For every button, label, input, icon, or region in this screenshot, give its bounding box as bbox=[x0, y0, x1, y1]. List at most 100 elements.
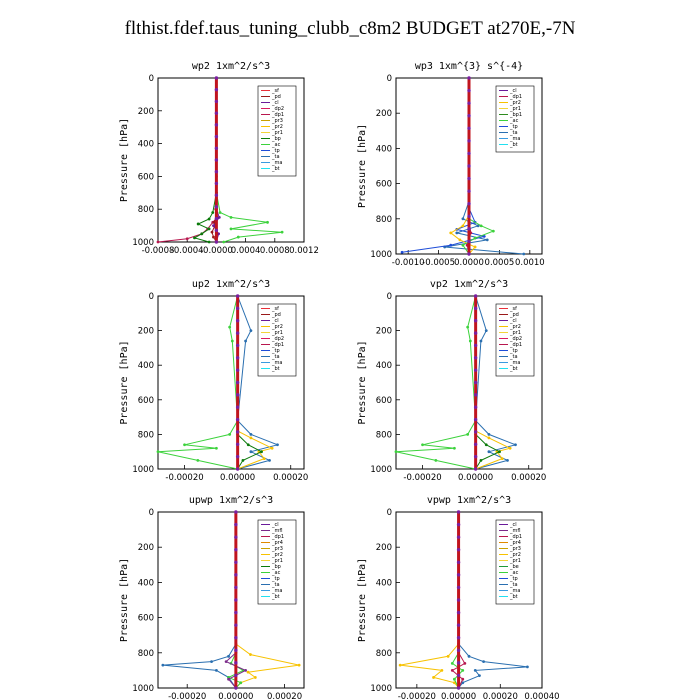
legend-entry: _bt bbox=[271, 166, 280, 172]
panel-title: vpwp 1xm^2/s^3 bbox=[427, 495, 511, 506]
data-point bbox=[394, 450, 398, 454]
data-point bbox=[487, 433, 491, 436]
legend-entry: _bt bbox=[509, 594, 518, 600]
legend-entry: _cl bbox=[271, 100, 279, 106]
zero-line-marker bbox=[234, 510, 238, 514]
data-point bbox=[217, 216, 221, 219]
zero-line-marker bbox=[456, 686, 461, 690]
data-point bbox=[446, 654, 450, 658]
legend-entry: _pr1 bbox=[509, 106, 521, 112]
data-point bbox=[468, 339, 472, 343]
data-point bbox=[241, 458, 245, 462]
data-point bbox=[449, 231, 453, 235]
legend-entry: _cl bbox=[271, 522, 279, 528]
data-point bbox=[484, 329, 488, 332]
data-point bbox=[449, 243, 453, 247]
x-tick-label: -0.00020 bbox=[165, 473, 203, 483]
zero-line-marker bbox=[234, 673, 238, 678]
data-point bbox=[461, 681, 465, 685]
data-point bbox=[522, 252, 526, 256]
zero-line-marker bbox=[214, 181, 219, 186]
data-point bbox=[467, 654, 471, 658]
data-point bbox=[224, 660, 228, 663]
zero-line-marker bbox=[235, 430, 240, 434]
data-point bbox=[482, 235, 486, 238]
zero-line-marker bbox=[235, 294, 240, 298]
data-point bbox=[244, 669, 248, 672]
zero-line-marker bbox=[467, 139, 471, 143]
legend-entry: _tp bbox=[271, 348, 280, 354]
y-axis-label: Pressure [hPa] bbox=[357, 124, 368, 208]
x-tick-label: 0.0008 bbox=[260, 246, 290, 256]
page-title: flthist.fdef.taus_tuning_clubb_c8m2 BUDG… bbox=[124, 18, 576, 39]
data-point bbox=[196, 458, 200, 462]
data-point bbox=[479, 339, 483, 343]
plot-frame bbox=[395, 295, 543, 470]
legend-entry: _ma bbox=[509, 360, 520, 366]
plot-frame bbox=[395, 511, 543, 689]
data-point bbox=[453, 677, 456, 681]
legend-entry: _cl bbox=[509, 522, 517, 528]
data-point bbox=[461, 243, 465, 247]
zero-line-marker bbox=[473, 343, 478, 348]
zero-line-marker bbox=[234, 535, 238, 539]
legend-box bbox=[495, 303, 535, 377]
y-axis-label: Pressure [hPa] bbox=[119, 558, 130, 642]
y-tick-label: 1000 bbox=[132, 238, 154, 248]
y-axis-label: Pressure [hPa] bbox=[119, 118, 130, 202]
legend-entry: _mfl bbox=[271, 528, 283, 534]
legend-entry: _pr4 bbox=[271, 540, 283, 546]
data-point bbox=[478, 674, 481, 678]
zero-line-marker bbox=[456, 673, 461, 678]
zero-line-marker bbox=[467, 202, 471, 206]
zero-line-marker bbox=[234, 560, 238, 564]
zero-line-marker bbox=[473, 306, 478, 311]
legend-entry: _tp bbox=[509, 576, 518, 582]
data-point bbox=[421, 443, 424, 447]
legend-entry: _ta bbox=[271, 154, 280, 160]
data-point bbox=[440, 669, 444, 672]
data-point bbox=[461, 677, 465, 681]
legend-entry: _dp1 bbox=[509, 342, 522, 348]
data-point bbox=[453, 446, 456, 450]
data-point bbox=[185, 237, 189, 241]
data-point bbox=[432, 676, 435, 679]
y-tick-label: 600 bbox=[376, 180, 392, 190]
zero-line-marker bbox=[467, 227, 471, 231]
zero-line-marker bbox=[214, 193, 219, 197]
legend-entry: _tp bbox=[271, 576, 280, 582]
legend-entry: _pd bbox=[271, 94, 281, 100]
panel-title: vp2 1xm^2/s^3 bbox=[430, 279, 508, 290]
data-point bbox=[228, 325, 232, 329]
zero-line-marker bbox=[467, 76, 471, 80]
zero-line-marker bbox=[214, 240, 219, 244]
data-point bbox=[473, 236, 477, 240]
zero-line-marker bbox=[214, 99, 219, 104]
legend-entry: _bp1 bbox=[509, 112, 522, 118]
data-point bbox=[253, 676, 257, 679]
zero-line-marker bbox=[456, 560, 461, 564]
data-point bbox=[485, 238, 489, 242]
zero-line-marker bbox=[214, 88, 219, 92]
data-point bbox=[461, 224, 465, 228]
data-point bbox=[466, 433, 470, 436]
data-point bbox=[498, 450, 501, 454]
legend-entry: _ta bbox=[509, 130, 518, 136]
zero-line-marker bbox=[234, 585, 238, 590]
zero-line-marker bbox=[467, 88, 471, 93]
panel-title: wp3 1xm^{3} s^{-4} bbox=[415, 61, 523, 72]
series-line-ac bbox=[395, 295, 477, 470]
data-point bbox=[246, 670, 250, 674]
legend-entry: _bt bbox=[509, 142, 518, 148]
zero-line-marker bbox=[234, 661, 238, 665]
data-point bbox=[487, 436, 491, 440]
y-tick-label: 200 bbox=[376, 543, 392, 553]
legend-entry: _ac bbox=[509, 118, 519, 124]
x-tick-label: 0.00020 bbox=[483, 692, 518, 700]
zero-line-marker bbox=[235, 393, 240, 397]
zero-line-marker bbox=[467, 176, 471, 181]
data-point bbox=[479, 458, 483, 462]
series-line-dp1 bbox=[157, 78, 218, 243]
y-tick-label: 800 bbox=[376, 649, 392, 659]
y-tick-label: 800 bbox=[138, 430, 154, 440]
